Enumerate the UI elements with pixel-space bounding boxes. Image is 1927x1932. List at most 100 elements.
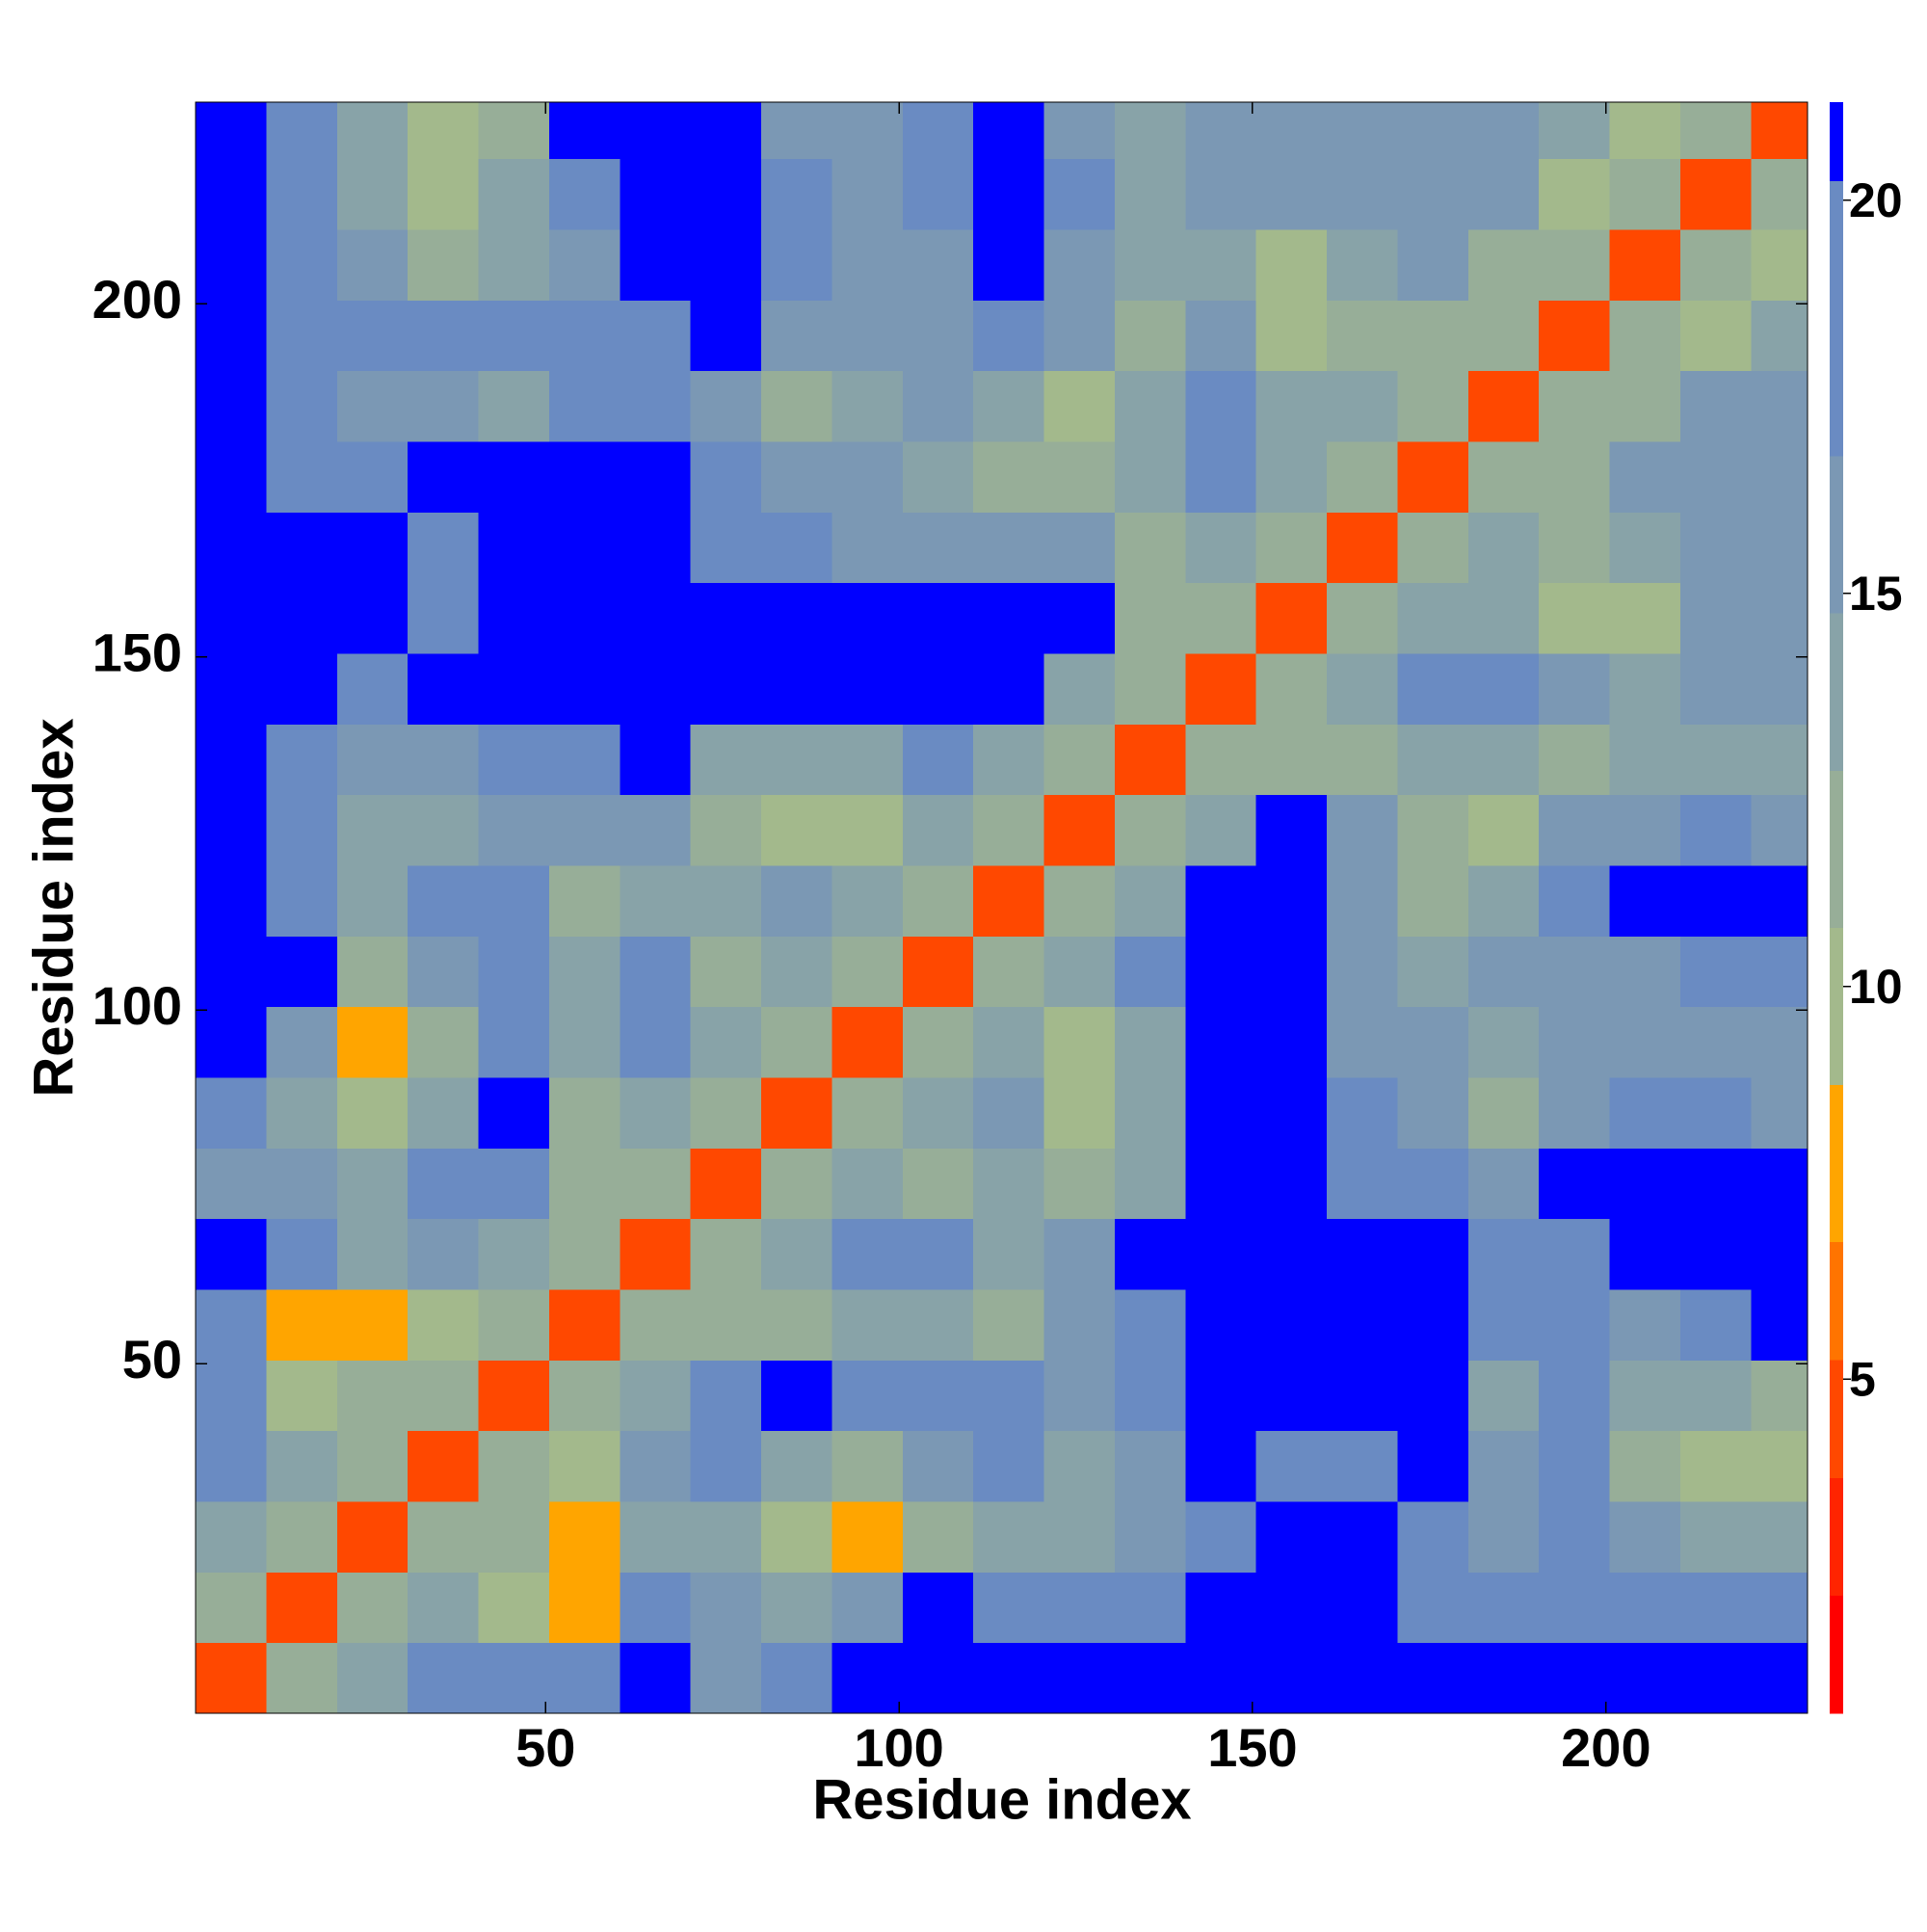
heatmap-cell (336, 653, 409, 725)
heatmap-cell (266, 1077, 338, 1149)
heatmap-cell (690, 512, 762, 584)
heatmap-cell (336, 158, 409, 230)
heatmap-cell (973, 1077, 1045, 1149)
colorbar-segment (1830, 180, 1843, 457)
heatmap-cell (1467, 102, 1540, 160)
heatmap-cell (1114, 1289, 1186, 1361)
heatmap-cell (548, 724, 620, 796)
heatmap-cell (1751, 794, 1808, 866)
heatmap-cell (1679, 582, 1752, 654)
colorbar-segment (1830, 770, 1843, 928)
heatmap-cell (1185, 1572, 1257, 1644)
heatmap-cell (1114, 1148, 1186, 1220)
heatmap-cell (1467, 1289, 1540, 1361)
heatmap-cell (196, 865, 267, 937)
heatmap-cell (1327, 441, 1398, 513)
heatmap-cell (1539, 865, 1611, 937)
heatmap-cell (266, 1218, 338, 1290)
heatmap-cell (902, 370, 974, 442)
heatmap-cell (1043, 229, 1116, 301)
heatmap-cell (1255, 1289, 1328, 1361)
heatmap-cell (548, 512, 620, 584)
heatmap-cell (266, 300, 338, 372)
heatmap-cell (1043, 794, 1116, 866)
heatmap-cell (1185, 653, 1257, 725)
heatmap-cell (1255, 370, 1328, 442)
heatmap-cell (1751, 936, 1808, 1008)
heatmap-cell (478, 724, 550, 796)
heatmap-cell (1185, 441, 1257, 513)
heatmap-cell (832, 724, 904, 796)
heatmap-cell (690, 1289, 762, 1361)
heatmap-cell (1043, 370, 1116, 442)
heatmap-cell (548, 1148, 620, 1220)
heatmap-cell (336, 1642, 409, 1714)
heatmap-cell (620, 1077, 692, 1149)
heatmap-cell (1255, 865, 1328, 937)
heatmap-cell (902, 582, 974, 654)
heatmap-cell (548, 794, 620, 866)
heatmap-cell (478, 441, 550, 513)
heatmap-cell (832, 794, 904, 866)
heatmap-cell (973, 1360, 1045, 1432)
heatmap-cell (1539, 229, 1611, 301)
heatmap-cell (761, 102, 832, 160)
heatmap-cell (336, 582, 409, 654)
heatmap-cell (1185, 102, 1257, 160)
heatmap-cell (761, 1430, 832, 1502)
heatmap-cell (973, 158, 1045, 230)
x-axis-label: Residue index (812, 1768, 1191, 1831)
heatmap-cell (832, 512, 904, 584)
heatmap-cell (1185, 229, 1257, 301)
heatmap-cell (1539, 1218, 1611, 1290)
heatmap-cell (1114, 653, 1186, 725)
heatmap-cell (478, 158, 550, 230)
heatmap-cell (266, 794, 338, 866)
heatmap-cell (1467, 512, 1540, 584)
heatmap-cell (1751, 1501, 1808, 1573)
heatmap-cell (1679, 1430, 1752, 1502)
heatmap-cell (548, 865, 620, 937)
heatmap-cell (1255, 229, 1328, 301)
heatmap-cell (336, 229, 409, 301)
heatmap-cell (1679, 1148, 1752, 1220)
heatmap-cell (266, 512, 338, 584)
heatmap-cell (1609, 229, 1681, 301)
heatmap-cell (620, 370, 692, 442)
heatmap-cell (1539, 653, 1611, 725)
heatmap-cell (266, 653, 338, 725)
heatmap-cell (1397, 1360, 1469, 1432)
heatmap-cell (1114, 936, 1186, 1008)
heatmap-cell (336, 1430, 409, 1502)
heatmap-cell (408, 794, 480, 866)
heatmap-cell (1609, 653, 1681, 725)
plot-frame (195, 101, 1808, 1714)
heatmap-cell (973, 1148, 1045, 1220)
heatmap-cell (1185, 1218, 1257, 1290)
heatmap-cell (973, 102, 1045, 160)
heatmap-cell (1539, 1501, 1611, 1573)
heatmap-cell (761, 441, 832, 513)
heatmap-cell (690, 1006, 762, 1078)
y-axis-label: Residue index (22, 718, 85, 1097)
heatmap-cell (620, 102, 692, 160)
heatmap-cell (1751, 1148, 1808, 1220)
heatmap-cell (832, 441, 904, 513)
heatmap-cell (620, 1642, 692, 1714)
heatmap-cell (832, 102, 904, 160)
heatmap-cell (266, 1430, 338, 1502)
heatmap-cell (1397, 1006, 1469, 1078)
heatmap-cell (1679, 370, 1752, 442)
heatmap-cell (1679, 724, 1752, 796)
heatmap-cell (478, 102, 550, 160)
heatmap-cell (620, 441, 692, 513)
heatmap-cell (1679, 865, 1752, 937)
heatmap-cell (1609, 724, 1681, 796)
heatmap-cell (336, 865, 409, 937)
heatmap-cell (1751, 229, 1808, 301)
heatmap-cell (1609, 158, 1681, 230)
heatmap-cell (336, 1077, 409, 1149)
heatmap-cell (1327, 794, 1398, 866)
y-tick-label: 50 (122, 1329, 182, 1389)
heatmap-cell (1609, 1360, 1681, 1432)
